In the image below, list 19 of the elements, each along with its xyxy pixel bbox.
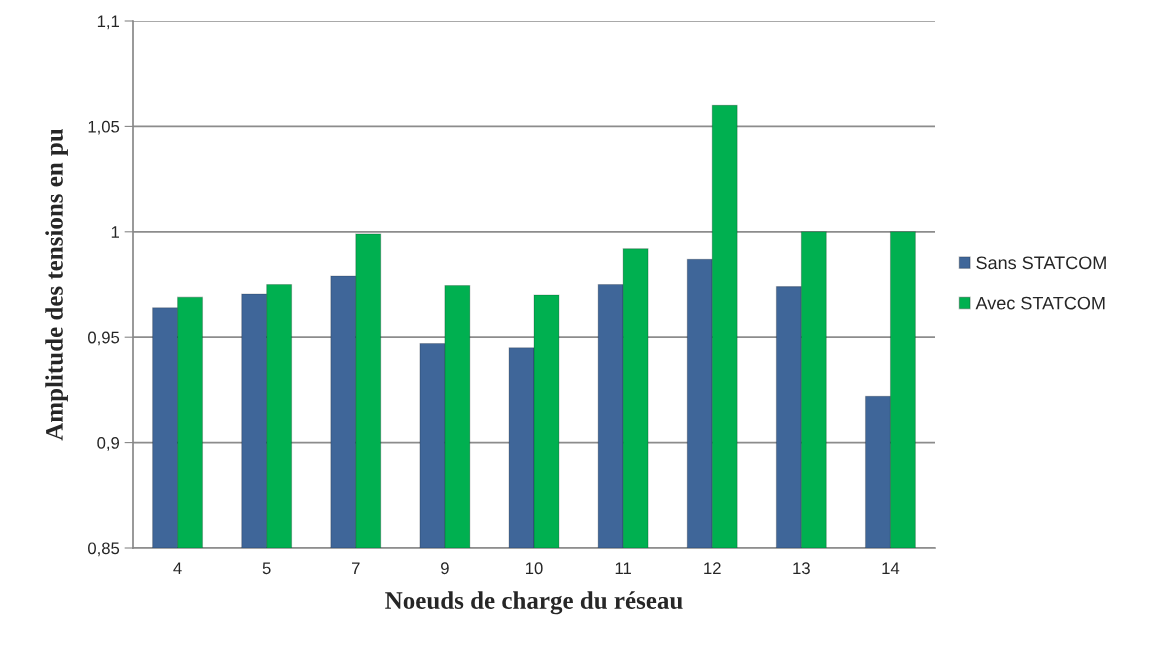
x-tick-label: 12 bbox=[704, 562, 721, 574]
x-tick-label: 9 bbox=[441, 562, 449, 575]
x-tick-label: 5 bbox=[262, 562, 271, 575]
x-tick-label: 7 bbox=[352, 562, 360, 574]
x-tick-label: 4 bbox=[173, 562, 182, 574]
x-tick-label: 11 bbox=[615, 562, 631, 574]
y-axis-title: Amplitude des tensions en pu bbox=[45, 128, 68, 441]
legend-label: Sans STATCOM bbox=[976, 256, 1106, 270]
x-tick-label: 10 bbox=[526, 562, 543, 575]
y-tick-label: 1 bbox=[111, 226, 119, 238]
y-tick-label: 1,05 bbox=[88, 120, 120, 135]
x-tick-label: 14 bbox=[882, 562, 900, 574]
x-tick-label: 13 bbox=[793, 562, 810, 575]
y-tick-label: 0,85 bbox=[88, 542, 120, 557]
y-tick-label: 0,9 bbox=[97, 437, 120, 451]
y-tick-label: 0,95 bbox=[88, 331, 120, 346]
legend-label: Avec STATCOM bbox=[975, 296, 1105, 310]
y-tick-label: 1,1 bbox=[97, 15, 119, 30]
x-axis-title: Noeuds de charge du réseau bbox=[385, 591, 683, 615]
